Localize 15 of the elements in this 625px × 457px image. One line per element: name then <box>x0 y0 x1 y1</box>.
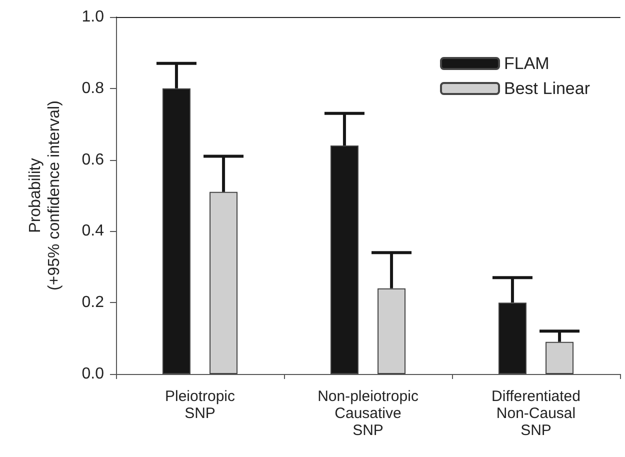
bar <box>546 342 574 374</box>
y-tick-label: 1.0 <box>82 8 104 26</box>
y-tick-label: 0.8 <box>82 80 104 97</box>
y-tick-label: 0.6 <box>82 151 104 168</box>
bar <box>378 288 406 374</box>
x-tick-label: Differentiated Non-Causal SNP <box>492 388 580 439</box>
x-tick-label: Non-pleiotropic Causative SNP <box>318 388 419 439</box>
legend-label: Best Linear <box>504 79 590 98</box>
y-tick-label: 0.0 <box>82 366 104 382</box>
y-axis-title: Probability (+95% confidence interval) <box>27 100 63 290</box>
bar <box>210 192 238 374</box>
y-tick-label: 0.2 <box>82 294 104 312</box>
legend-label: FLAM <box>504 54 550 73</box>
x-tick-label: Pleiotropic SNP <box>164 388 236 422</box>
y-tick-label: 0.4 <box>82 222 104 240</box>
